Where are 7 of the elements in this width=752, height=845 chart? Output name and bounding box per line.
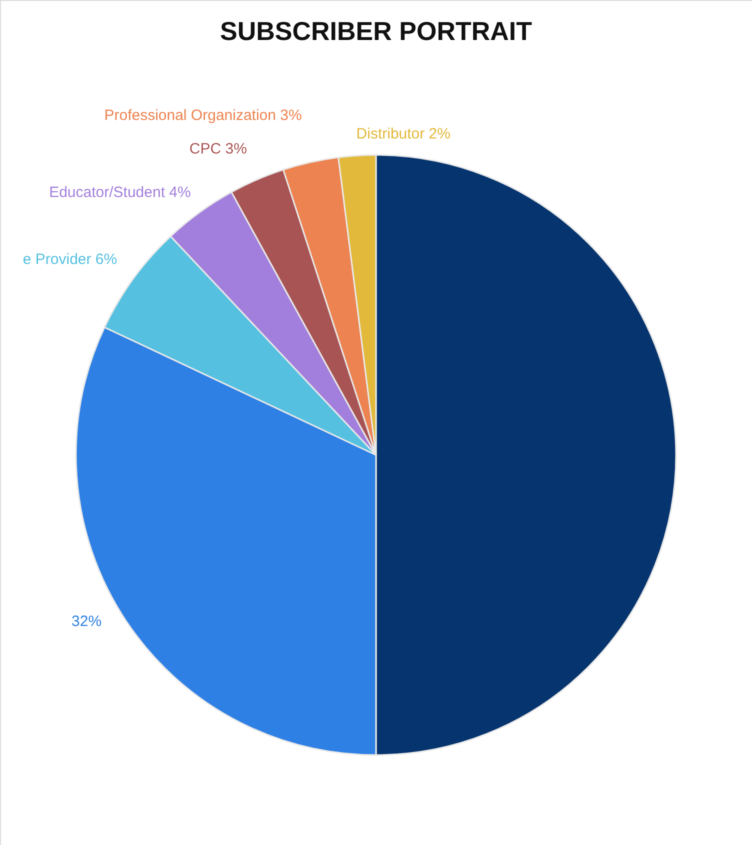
slice-label: CPC 3%: [189, 140, 247, 158]
slice-label: e Provider 6%: [22, 250, 118, 268]
slice-label: Professional Organization 3%: [104, 107, 302, 124]
data-label: 32%: [72, 613, 102, 630]
chart-title: SUBSCRIBER PORTRAIT: [220, 16, 532, 46]
slice-label: Distributor 2%: [356, 126, 450, 143]
slice-label: Educator/Student 4%: [49, 184, 191, 202]
